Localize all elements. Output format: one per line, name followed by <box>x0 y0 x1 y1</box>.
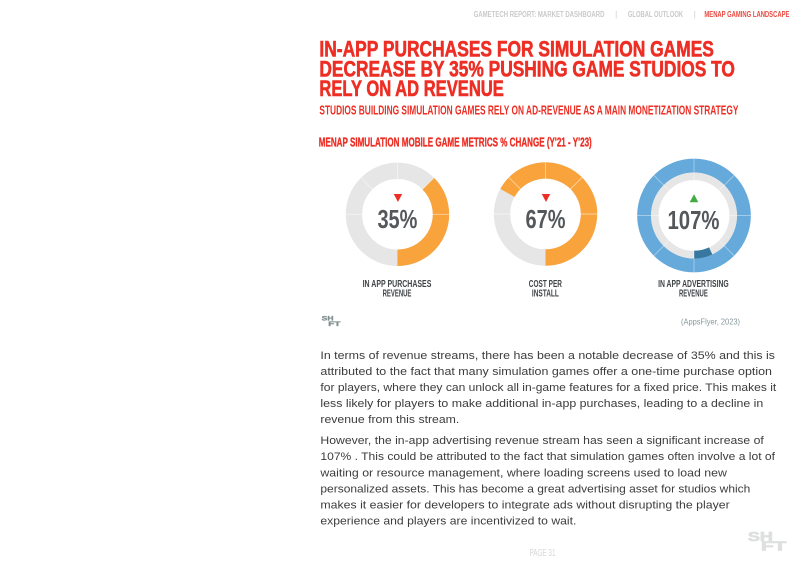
svg-text:IN APP ADVERTISING: IN APP ADVERTISING <box>658 278 729 290</box>
svg-text:less likely for players to mak: less likely for players to make addition… <box>320 398 763 410</box>
svg-text:REVENUE: REVENUE <box>679 288 708 300</box>
svg-text:personalized assets. This has: personalized assets. This has become a g… <box>320 483 750 495</box>
svg-text:RELY ON AD REVENUE: RELY ON AD REVENUE <box>319 76 503 101</box>
svg-text:|: | <box>694 10 696 19</box>
svg-text:makes it easier for developers: makes it easier for developers to integr… <box>320 499 730 511</box>
svg-text:MENAP GAMING LANDSCAPE: MENAP GAMING LANDSCAPE <box>704 10 789 19</box>
svg-text:revenue from this stream.: revenue from this stream. <box>320 414 459 426</box>
svg-text:for players, where they can un: for players, where they can unlock all i… <box>320 382 776 394</box>
svg-text:GAMETECH REPORT: MARKET DASHB: GAMETECH REPORT: MARKET DASHBOARD <box>474 10 605 19</box>
svg-text:IN-APP PURCHASES FOR SIMULATIO: IN-APP PURCHASES FOR SIMULATION GAMES <box>319 37 714 62</box>
svg-text:SH: SH <box>322 315 334 322</box>
svg-text:STUDIOS BUILDING SIMULATION GA: STUDIOS BUILDING SIMULATION GAMES RELY O… <box>319 102 738 117</box>
svg-text:DECREASE BY 35% PUSHING GAME S: DECREASE BY 35% PUSHING GAME STUDIOS TO <box>319 56 735 81</box>
svg-text:waiting or resource management: waiting or resource management, where lo… <box>319 467 727 479</box>
svg-text:|: | <box>615 10 617 19</box>
svg-text:IN APP PURCHASES: IN APP PURCHASES <box>363 278 432 290</box>
svg-text:35%: 35% <box>377 204 417 234</box>
svg-text:107%: 107% <box>668 205 720 235</box>
svg-text:attributed to the fact that ma: attributed to the fact that many simulat… <box>320 366 772 378</box>
svg-text:(AppsFlyer, 2023): (AppsFlyer, 2023) <box>681 316 740 326</box>
svg-text:experience and players are inc: experience and players are incentivized … <box>320 516 576 528</box>
svg-text:PAGE 31: PAGE 31 <box>530 548 556 559</box>
svg-text:However, the in-app advertisin: However, the in-app advertising revenue … <box>320 435 764 447</box>
svg-text:SH: SH <box>748 530 773 544</box>
svg-text:INSTALL: INSTALL <box>532 288 559 300</box>
svg-text:107% . This could be attribute: 107% . This could be attributed to the f… <box>320 451 776 463</box>
svg-text:In terms of revenue streams, t: In terms of revenue streams, there has b… <box>320 350 775 362</box>
svg-text:COST PER: COST PER <box>529 278 562 290</box>
svg-text:FT: FT <box>761 540 787 554</box>
svg-text:MENAP SIMULATION MOBILE GAME M: MENAP SIMULATION MOBILE GAME METRICS % C… <box>319 134 592 149</box>
svg-text:FT: FT <box>328 321 340 328</box>
svg-text:GLOBAL OUTLOOK: GLOBAL OUTLOOK <box>628 10 683 19</box>
svg-text:REVENUE: REVENUE <box>383 288 412 300</box>
svg-text:67%: 67% <box>526 204 566 234</box>
